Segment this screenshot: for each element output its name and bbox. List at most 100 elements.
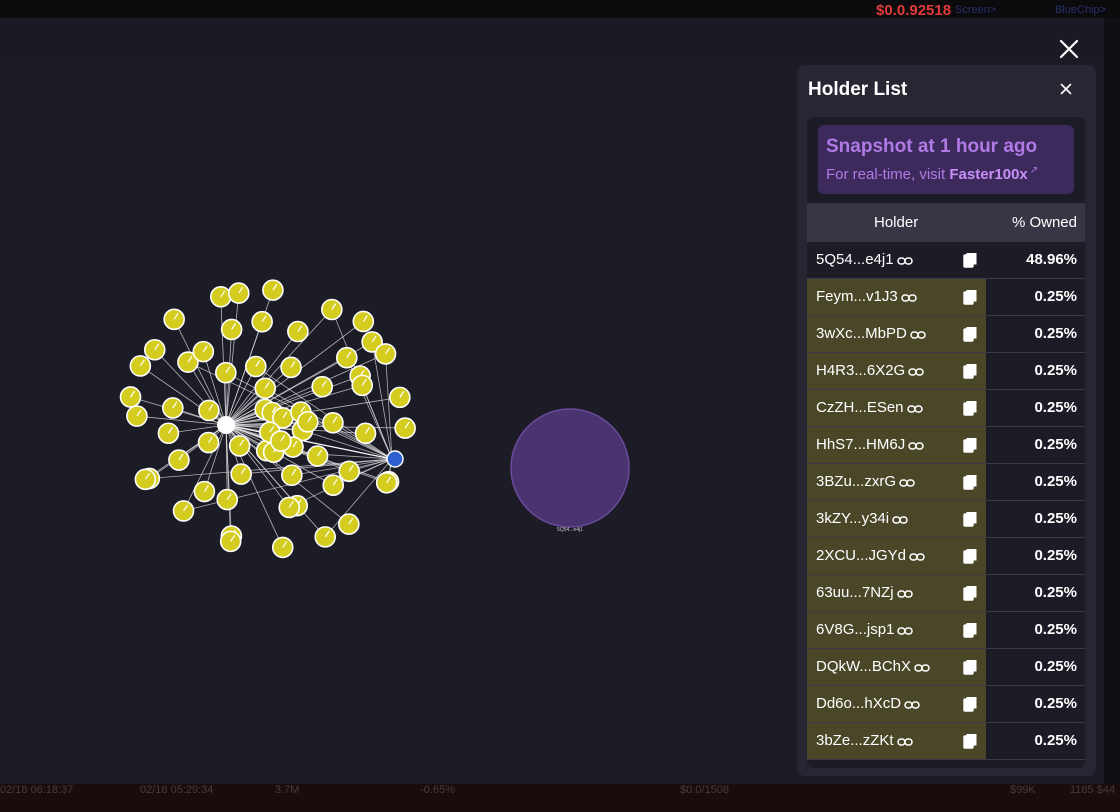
- modal-close-icon[interactable]: [1058, 38, 1080, 60]
- table-row[interactable]: 6V8G...jsp1 0.25%: [807, 612, 1085, 649]
- link-icon[interactable]: [914, 663, 930, 673]
- holder-address-text[interactable]: Feym...v1J3: [816, 288, 898, 305]
- copy-icon[interactable]: [963, 289, 977, 305]
- holder-cell[interactable]: 63uu...7NZj: [807, 575, 986, 611]
- panel-close-icon[interactable]: [1059, 82, 1073, 96]
- copy-icon[interactable]: [963, 733, 977, 749]
- link-icon[interactable]: [906, 404, 923, 414]
- link-icon[interactable]: [908, 367, 924, 377]
- holder-address-text[interactable]: H4R3...6X2G: [816, 362, 906, 379]
- holder-address-text[interactable]: Dd6o...hXcD: [816, 695, 902, 712]
- table-row[interactable]: 3kZY...y34i 0.25%: [807, 501, 1085, 538]
- link-icon[interactable]: [896, 256, 913, 266]
- holder-cell[interactable]: 3bZe...zZKt: [807, 723, 986, 759]
- table-row[interactable]: HhS7...HM6J 0.25%: [807, 427, 1085, 464]
- copy-icon[interactable]: [963, 252, 977, 268]
- holder-cell[interactable]: H4R3...6X2G: [807, 353, 986, 389]
- holder-address-text[interactable]: HhS7...HM6J: [816, 436, 906, 453]
- link-icon[interactable]: [908, 441, 924, 451]
- table-row[interactable]: 3bZe...zZKt 0.25%: [807, 723, 1085, 760]
- holder-bubble-graph[interactable]: 5Q54...e4j1: [0, 18, 790, 784]
- link-icon[interactable]: [896, 589, 913, 599]
- hub-bubble[interactable]: [217, 416, 235, 434]
- bg-price: $0.0/1508: [680, 784, 729, 796]
- holder-address-text[interactable]: DQkW...BChX: [816, 658, 912, 675]
- owned-cell: 0.25%: [986, 686, 1085, 722]
- holder-address[interactable]: 2XCU...JGYd: [816, 547, 925, 564]
- link-icon[interactable]: [909, 552, 925, 562]
- holder-cell[interactable]: 5Q54...e4j1: [807, 242, 986, 278]
- holder-address[interactable]: CzZH...ESen: [816, 399, 923, 416]
- link-icon[interactable]: [892, 515, 908, 525]
- copy-icon[interactable]: [963, 622, 977, 638]
- holder-address[interactable]: H4R3...6X2G: [816, 362, 924, 379]
- holder-address-text[interactable]: 3bZe...zZKt: [816, 732, 894, 749]
- table-row[interactable]: 5Q54...e4j1 48.96%: [807, 242, 1085, 279]
- holder-address-text[interactable]: 3BZu...zxrG: [816, 473, 897, 490]
- holder-address[interactable]: 3kZY...y34i: [816, 510, 908, 527]
- holder-cell[interactable]: CzZH...ESen: [807, 390, 986, 426]
- link-icon[interactable]: [904, 700, 920, 710]
- top-bar: $0.0.92518 Screen> BlueChip>: [0, 0, 1120, 19]
- table-row[interactable]: 3BZu...zxrG 0.25%: [807, 464, 1085, 501]
- holder-address-text[interactable]: 2XCU...JGYd: [816, 547, 907, 564]
- holder-bubble[interactable]: [172, 500, 195, 522]
- holder-cell[interactable]: Dd6o...hXcD: [807, 686, 986, 722]
- holder-cell[interactable]: DQkW...BChX: [807, 649, 986, 685]
- copy-icon[interactable]: [963, 548, 977, 564]
- column-holder[interactable]: Holder: [874, 214, 919, 231]
- holder-address[interactable]: 5Q54...e4j1: [816, 251, 913, 268]
- hub-bubble[interactable]: [386, 450, 404, 468]
- faster100x-link[interactable]: Faster100x: [949, 166, 1028, 183]
- table-row[interactable]: DQkW...BChX 0.25%: [807, 649, 1085, 686]
- table-row[interactable]: 63uu...7NZj 0.25%: [807, 575, 1085, 612]
- nav-bluechip[interactable]: BlueChip>: [1055, 4, 1107, 16]
- holder-cell[interactable]: 6V8G...jsp1: [807, 612, 986, 648]
- table-row[interactable]: 3wXc...MbPD 0.25%: [807, 316, 1085, 353]
- holder-address-text[interactable]: 6V8G...jsp1: [816, 621, 895, 638]
- table-row[interactable]: CzZH...ESen 0.25%: [807, 390, 1085, 427]
- holder-address[interactable]: 63uu...7NZj: [816, 584, 913, 601]
- table-row[interactable]: Dd6o...hXcD 0.25%: [807, 686, 1085, 723]
- link-icon[interactable]: [910, 330, 926, 340]
- copy-icon[interactable]: [963, 437, 977, 453]
- holder-address-text[interactable]: 3kZY...y34i: [816, 510, 890, 527]
- holder-address[interactable]: 3BZu...zxrG: [816, 473, 915, 490]
- holder-cell[interactable]: 3kZY...y34i: [807, 501, 986, 537]
- holder-address[interactable]: DQkW...BChX: [816, 658, 930, 675]
- holder-address[interactable]: 3wXc...MbPD: [816, 325, 926, 342]
- holder-cell[interactable]: 3wXc...MbPD: [807, 316, 986, 352]
- link-icon[interactable]: [900, 293, 917, 303]
- column-owned[interactable]: % Owned: [1011, 214, 1077, 231]
- table-row[interactable]: H4R3...6X2G 0.25%: [807, 353, 1085, 390]
- holder-address-text[interactable]: 3wXc...MbPD: [816, 325, 907, 342]
- holder-cell[interactable]: 2XCU...JGYd: [807, 538, 986, 574]
- copy-icon[interactable]: [963, 363, 977, 379]
- copy-icon[interactable]: [963, 326, 977, 342]
- nav-screen[interactable]: Screen>: [955, 4, 997, 16]
- holder-address[interactable]: 3bZe...zZKt: [816, 732, 913, 749]
- holder-cell[interactable]: HhS7...HM6J: [807, 427, 986, 463]
- holder-list-container[interactable]: Snapshot at 1 hour ago For real-time, vi…: [807, 117, 1085, 768]
- holder-address[interactable]: HhS7...HM6J: [816, 436, 924, 453]
- table-row[interactable]: 2XCU...JGYd 0.25%: [807, 538, 1085, 575]
- holder-cell[interactable]: Feym...v1J3: [807, 279, 986, 315]
- holder-address[interactable]: Feym...v1J3: [816, 288, 917, 305]
- table-row[interactable]: Feym...v1J3 0.25%: [807, 279, 1085, 316]
- holder-address-text[interactable]: 63uu...7NZj: [816, 584, 894, 601]
- holder-address[interactable]: Dd6o...hXcD: [816, 695, 920, 712]
- copy-icon[interactable]: [963, 400, 977, 416]
- copy-icon[interactable]: [963, 696, 977, 712]
- link-icon[interactable]: [897, 626, 914, 636]
- copy-icon[interactable]: [963, 659, 977, 675]
- copy-icon[interactable]: [963, 511, 977, 527]
- holder-address-text[interactable]: 5Q54...e4j1: [816, 251, 894, 268]
- holder-address-text[interactable]: CzZH...ESen: [816, 399, 904, 416]
- holder-cell[interactable]: 3BZu...zxrG: [807, 464, 986, 500]
- copy-icon[interactable]: [963, 474, 977, 490]
- holder-address[interactable]: 6V8G...jsp1: [816, 621, 914, 638]
- copy-icon[interactable]: [963, 585, 977, 601]
- top-holder-bubble[interactable]: [510, 408, 630, 528]
- link-icon[interactable]: [899, 478, 915, 488]
- link-icon[interactable]: [896, 737, 913, 747]
